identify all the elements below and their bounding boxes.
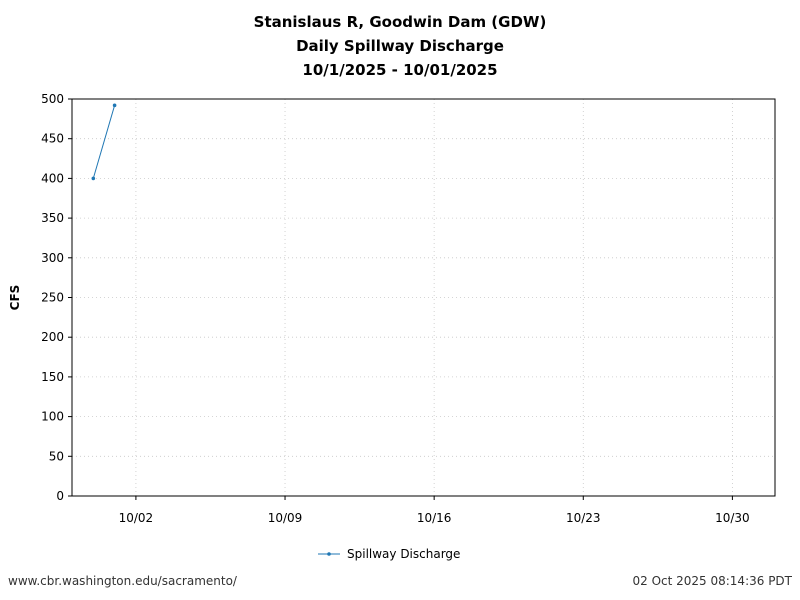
plot-frame <box>71 98 776 497</box>
legend-label: Spillway Discharge <box>347 547 460 561</box>
y-tick-label: 300 <box>41 251 64 265</box>
x-axis: 10/02 10/09 10/16 10/23 10/30 <box>119 496 750 525</box>
legend: Spillway Discharge <box>318 547 460 561</box>
series-line <box>92 105 116 179</box>
y-tick-label: 150 <box>41 370 64 384</box>
grid-lines <box>72 99 775 496</box>
y-tick-label: 350 <box>41 211 64 225</box>
series-layer <box>91 103 117 181</box>
x-tick-label: 10/09 <box>268 511 303 525</box>
y-axis-label: CFS <box>8 285 22 311</box>
x-tick-label: 10/02 <box>119 511 154 525</box>
data-point <box>91 176 96 181</box>
x-tick-label: 10/30 <box>715 511 750 525</box>
chart-date-range: 10/1/2025 - 10/01/2025 <box>302 61 498 79</box>
x-tick-label: 10/23 <box>566 511 601 525</box>
footer-url: www.cbr.washington.edu/sacramento/ <box>8 574 237 588</box>
y-tick-label: 450 <box>41 132 64 146</box>
data-point <box>112 103 117 108</box>
y-tick-label: 50 <box>49 449 64 463</box>
y-tick-label: 500 <box>41 92 64 106</box>
legend-point-marker <box>327 552 331 556</box>
footer-timestamp: 02 Oct 2025 08:14:36 PDT <box>632 574 792 588</box>
y-tick-label: 400 <box>41 171 64 185</box>
y-tick-label: 200 <box>41 330 64 344</box>
chart-subtitle: Daily Spillway Discharge <box>296 37 504 55</box>
chart-title: Stanislaus R, Goodwin Dam (GDW) <box>253 13 547 31</box>
y-tick-label: 0 <box>56 489 64 503</box>
x-tick-label: 10/16 <box>417 511 452 525</box>
y-tick-label: 250 <box>41 291 64 305</box>
y-tick-label: 100 <box>41 410 64 424</box>
y-axis: 0 50 100 150 200 250 300 350 400 450 500 <box>41 92 72 503</box>
